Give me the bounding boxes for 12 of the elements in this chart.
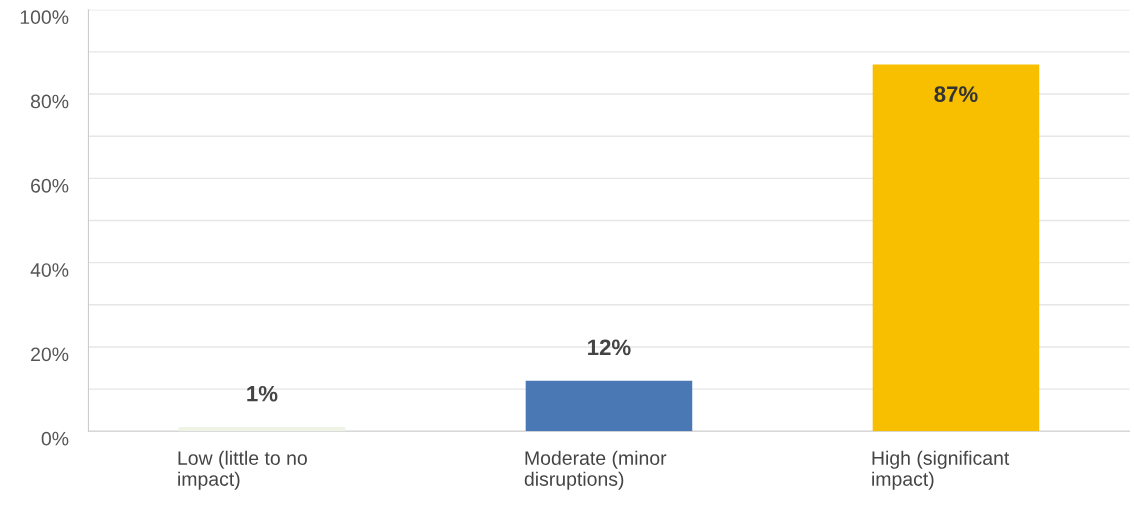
y-tick-label: 60%: [31, 178, 69, 193]
y-tick-label: 100%: [20, 10, 69, 25]
x-tick-label: Moderate (minor disruptions): [524, 450, 667, 490]
y-tick-label: 40%: [30, 263, 69, 277]
data-label: 1%: [247, 385, 278, 402]
y-tick-label: 80%: [30, 94, 69, 109]
x-tick-label: High (significant impact): [872, 450, 1010, 490]
data-label: 12%: [588, 339, 631, 356]
y-tick-label: 0%: [41, 431, 69, 446]
y-tick-label: 20%: [31, 347, 69, 362]
data-label: 87%: [934, 86, 978, 102]
x-tick-label: Low (little to no impact): [178, 450, 307, 490]
